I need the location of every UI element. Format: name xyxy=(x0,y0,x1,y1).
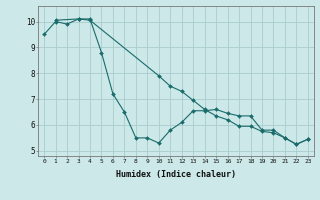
X-axis label: Humidex (Indice chaleur): Humidex (Indice chaleur) xyxy=(116,170,236,179)
